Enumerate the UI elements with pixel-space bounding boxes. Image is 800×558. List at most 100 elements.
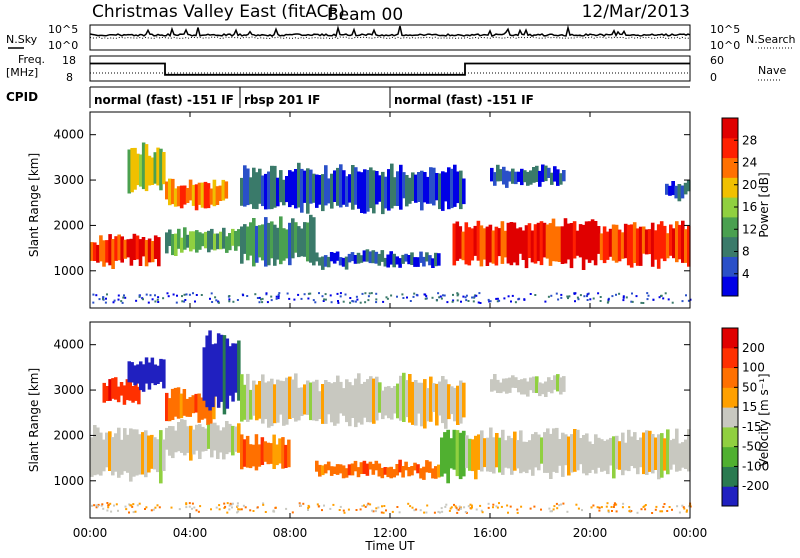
noise-dot: [223, 507, 226, 509]
echo-cell: [281, 437, 285, 469]
noise-dot: [437, 292, 440, 295]
echo-cell: [182, 185, 187, 205]
noise-dot: [117, 509, 119, 512]
echo-cell: [477, 434, 481, 470]
echo-cell: [506, 222, 511, 264]
echo-cell: [615, 435, 619, 470]
echo-cell: [539, 221, 544, 266]
echo-cell: [108, 379, 112, 401]
echo-cell: [594, 434, 598, 474]
noise-dot: [452, 299, 455, 302]
noise-dot: [596, 506, 599, 509]
echo-cell: [141, 364, 146, 392]
echo-cell: [309, 382, 313, 421]
echo-cell: [139, 361, 143, 391]
echo-cell: [200, 397, 204, 420]
noise-dot: [465, 299, 468, 302]
echo-cell: [153, 437, 157, 470]
echo-cell: [417, 382, 421, 414]
noise-dot: [210, 292, 213, 295]
echo-cell: [111, 378, 115, 399]
echo-cell: [225, 421, 229, 455]
echo-cell: [360, 383, 364, 425]
noise-dot: [125, 508, 128, 511]
echo-cell: [141, 432, 145, 475]
echo-cell: [251, 444, 256, 467]
noise-dots: [92, 292, 692, 304]
echo-cell: [392, 469, 396, 478]
echo-cell: [528, 440, 532, 470]
noise-dot: [300, 297, 303, 300]
noise-dot: [579, 294, 582, 297]
noise-dot: [318, 292, 320, 295]
noise-dot: [615, 293, 617, 296]
noise-dot: [509, 505, 512, 508]
echo-cell: [639, 437, 643, 468]
noise-dot: [317, 505, 320, 508]
noise-dot: [275, 295, 278, 298]
echo-cell: [198, 424, 202, 459]
echo-cell: [128, 378, 132, 401]
echo-cell: [502, 166, 506, 185]
noise-dot: [303, 293, 306, 296]
echo-cell: [374, 460, 379, 471]
echo-cell: [544, 165, 548, 182]
echo-cell: [459, 170, 463, 210]
echo-cell: [443, 432, 447, 474]
echo-cell: [556, 169, 560, 186]
noise-dot: [586, 299, 589, 301]
noise-left-tick-bottom: 10^0: [48, 39, 78, 52]
echo-cell: [219, 231, 223, 250]
colorbar-segment: [722, 177, 738, 198]
echo-cell: [144, 430, 148, 478]
noise-dot: [323, 504, 325, 507]
echo-cell: [255, 172, 259, 210]
echo-cell: [447, 384, 451, 420]
noise-dot: [630, 510, 633, 512]
colorbar-tick-label: -200: [742, 479, 769, 493]
echo-cell: [350, 252, 355, 262]
noise-dot: [354, 300, 357, 303]
noise-dot: [191, 507, 193, 510]
echo-cell: [599, 233, 604, 261]
noise-dot: [540, 508, 542, 511]
echo-cell: [200, 182, 205, 208]
echo-cell: [252, 218, 256, 267]
noise-dot: [500, 505, 503, 508]
echo-cell: [499, 169, 503, 182]
noise-dot: [228, 300, 231, 303]
noise-dot: [95, 504, 98, 507]
noise-dot: [183, 300, 186, 303]
echo-cell: [495, 433, 499, 468]
echo-cell: [354, 167, 358, 205]
noise-dot: [106, 293, 108, 296]
echo-cell: [500, 221, 505, 264]
colorbar-segment: [722, 118, 738, 139]
echo-cell: [344, 256, 349, 270]
echo-cell: [147, 435, 151, 473]
echo-cell: [468, 438, 472, 471]
noise-dot: [195, 509, 198, 512]
noise-right-label: N.Search: [746, 33, 796, 46]
noise-dot: [518, 297, 521, 300]
echo-cell: [93, 425, 97, 476]
noise-dot: [577, 507, 580, 510]
echo-cell: [135, 235, 140, 260]
echo-cell: [407, 255, 411, 265]
colorbar-segment: [722, 157, 738, 178]
noise-dot: [555, 502, 558, 505]
noise-dot: [474, 294, 477, 297]
echo-cell: [348, 174, 352, 203]
echo-cell: [446, 429, 450, 484]
echo-cell: [243, 224, 247, 254]
noise-dot: [254, 293, 257, 296]
echo-cell: [360, 172, 364, 213]
echo-cell: [422, 256, 426, 267]
echo-cell: [389, 251, 393, 265]
noise-dot: [574, 300, 576, 303]
noise-dot: [520, 505, 523, 508]
echo-cell: [269, 443, 273, 464]
echo-cell: [315, 460, 319, 472]
noise-dot: [553, 505, 556, 508]
echo-cell: [377, 463, 382, 477]
